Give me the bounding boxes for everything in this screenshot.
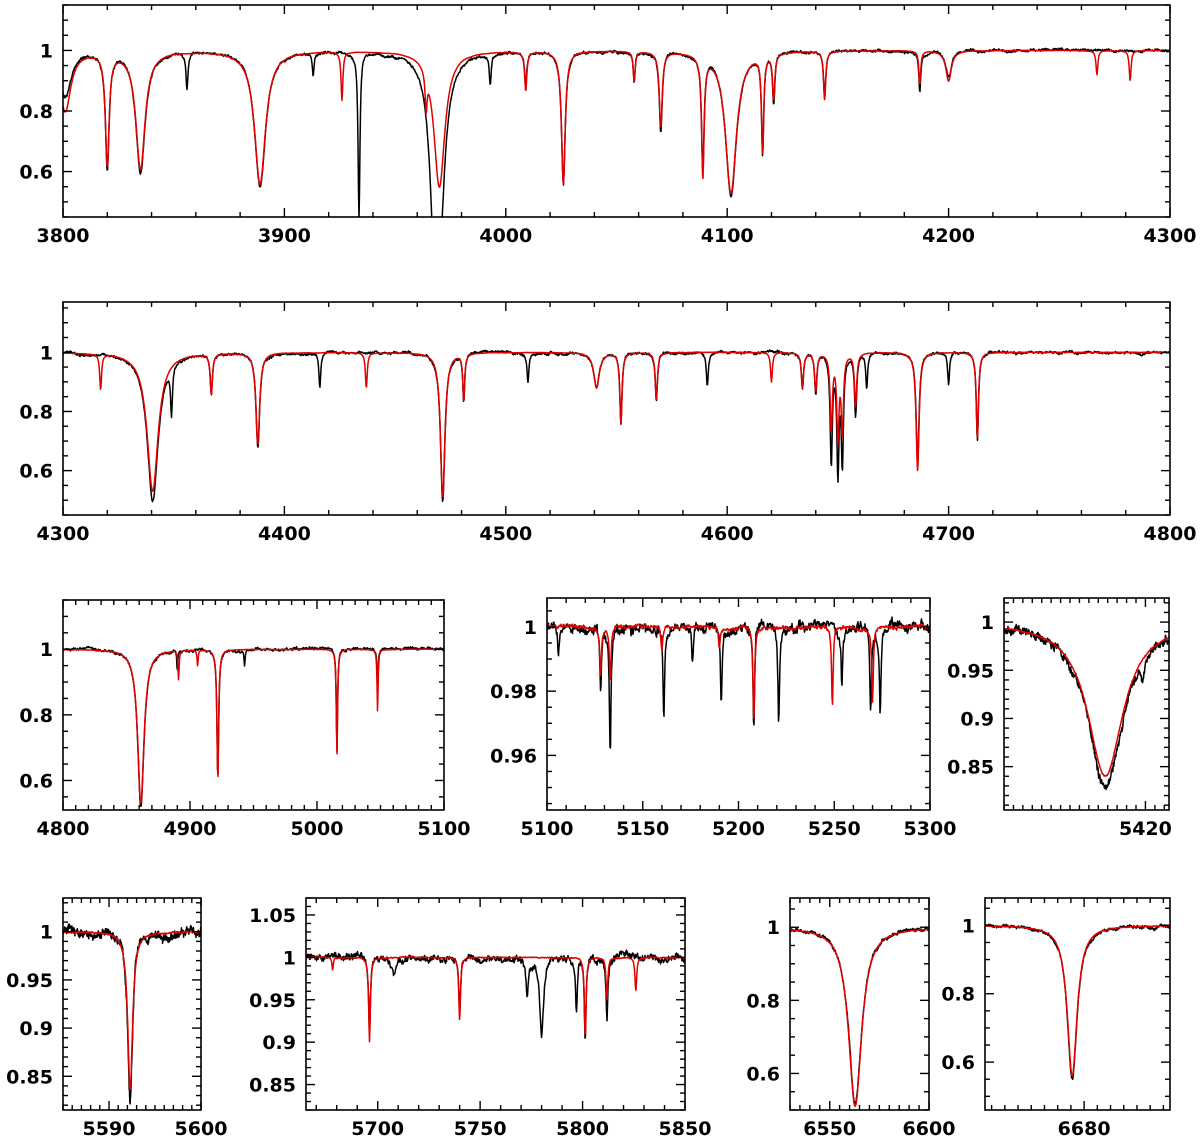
y-tick-label: 1	[40, 342, 53, 364]
observed-spectrum-line	[63, 923, 201, 1105]
y-tick-label: 1	[283, 947, 296, 969]
x-tick-label: 5600	[175, 1118, 228, 1140]
observed-spectrum-line	[63, 349, 1170, 503]
observed-spectrum-line	[547, 616, 930, 749]
y-tick-label: 0.95	[249, 990, 296, 1012]
x-tick-label: 4300	[1144, 225, 1197, 247]
y-tick-label: 0.8	[746, 990, 780, 1012]
observed-spectrum-line	[63, 47, 1170, 217]
plot-frame	[1003, 597, 1170, 811]
y-tick-label: 0.8	[19, 401, 53, 423]
y-tick-label: 0.8	[941, 984, 975, 1006]
x-tick-label: 5150	[616, 818, 669, 840]
y-tick-label: 0.9	[262, 1032, 296, 1054]
spectrum-panel: 4300 4400 4500 4600 4700 4800 0.6 0.8 1	[19, 301, 1197, 545]
y-tick-label: 0.98	[490, 681, 537, 703]
x-tick-label: 4300	[37, 523, 90, 545]
y-tick-label: 1	[524, 617, 537, 639]
y-tick-label: 0.8	[19, 101, 53, 123]
plot-frame	[984, 897, 1171, 1111]
x-tick-label: 5590	[83, 1118, 136, 1140]
y-tick-label: 0.6	[19, 162, 53, 184]
x-tick-label: 3800	[37, 225, 90, 247]
x-tick-label: 3900	[258, 225, 311, 247]
y-tick-label: 1	[767, 917, 780, 939]
y-tick-label: 0.85	[249, 1075, 296, 1097]
x-tick-label: 4200	[922, 225, 975, 247]
x-tick-label: 5800	[556, 1118, 609, 1140]
x-tick-label: 5700	[351, 1118, 404, 1140]
model-spectrum-line	[790, 928, 929, 1108]
model-spectrum-line	[63, 351, 1170, 498]
x-tick-label: 4600	[701, 523, 754, 545]
x-tick-label: 5250	[808, 818, 861, 840]
plot-frame	[62, 599, 445, 811]
y-tick-label: 0.85	[947, 757, 994, 779]
y-tick-label: 0.9	[960, 708, 994, 730]
y-tick-label: 0.6	[19, 770, 53, 792]
x-tick-label: 5000	[291, 818, 344, 840]
spectrum-panel: 5590 5600 0.85 0.9 0.95 1	[6, 897, 228, 1140]
y-tick-label: 0.8	[19, 705, 53, 727]
x-tick-label: 6600	[903, 1118, 956, 1140]
observed-spectrum-line	[306, 949, 685, 1039]
x-tick-label: 4900	[164, 818, 217, 840]
x-tick-label: 6680	[1058, 1118, 1111, 1140]
x-tick-label: 5850	[659, 1118, 712, 1140]
x-tick-label: 5420	[1119, 818, 1172, 840]
y-tick-label: 0.96	[490, 745, 537, 767]
y-tick-label: 0.6	[746, 1063, 780, 1085]
plot-frame	[305, 897, 686, 1111]
x-tick-label: 6550	[803, 1118, 856, 1140]
model-spectrum-line	[63, 49, 1170, 195]
model-spectrum-line	[306, 955, 685, 1043]
y-tick-label: 1	[40, 40, 53, 62]
x-tick-label: 4800	[1144, 523, 1197, 545]
x-tick-label: 4800	[37, 818, 90, 840]
plot-frame	[62, 4, 1171, 218]
x-tick-label: 5100	[521, 818, 574, 840]
y-tick-label: 1	[40, 639, 53, 661]
model-spectrum-line	[985, 925, 1170, 1077]
x-tick-label: 5200	[712, 818, 765, 840]
model-spectrum-line	[1004, 627, 1169, 777]
observed-spectrum-line	[63, 645, 444, 808]
y-tick-label: 0.6	[19, 461, 53, 483]
y-tick-label: 0.95	[6, 970, 53, 992]
model-spectrum-line	[63, 930, 201, 1091]
spectrum-panel: 5420 0.85 0.9 0.95 1	[947, 597, 1172, 840]
y-tick-label: 0.85	[6, 1066, 53, 1088]
spectrum-panel: 4800 4900 5000 5100 0.6 0.8 1	[19, 599, 471, 840]
spectrum-panel: 6680 0.6 0.8 1	[941, 897, 1171, 1140]
x-tick-label: 5750	[454, 1118, 507, 1140]
observed-spectrum-line	[790, 926, 929, 1105]
x-tick-label: 4500	[479, 523, 532, 545]
model-spectrum-line	[63, 648, 444, 804]
x-tick-label: 4000	[479, 225, 532, 247]
spectrum-panel: 5700 5750 5800 5850 0.85 0.9 0.95 1 1.05	[249, 897, 712, 1140]
x-tick-label: 4700	[922, 523, 975, 545]
y-tick-label: 1	[40, 922, 53, 944]
y-tick-label: 0.95	[947, 660, 994, 682]
y-tick-label: 1	[981, 612, 994, 634]
y-tick-label: 1	[962, 915, 975, 937]
observed-spectrum-line	[1004, 623, 1169, 791]
x-tick-label: 5300	[904, 818, 957, 840]
y-tick-label: 1.05	[249, 905, 296, 927]
spectrum-panel: 3800 3900 4000 4100 4200 4300 0.6 0.8 1	[19, 4, 1197, 247]
x-tick-label: 4100	[701, 225, 754, 247]
spectrum-panel: 6550 6600 0.6 0.8 1	[746, 897, 956, 1140]
spectrum-panel: 5100 5150 5200 5250 5300 0.96 0.98 1	[490, 597, 957, 840]
model-spectrum-line	[547, 623, 930, 719]
y-tick-label: 0.6	[941, 1052, 975, 1074]
x-tick-label: 5100	[418, 818, 471, 840]
y-tick-label: 0.9	[19, 1018, 53, 1040]
plot-frame	[62, 301, 1171, 516]
plot-frame	[62, 897, 202, 1111]
x-tick-label: 4400	[258, 523, 311, 545]
